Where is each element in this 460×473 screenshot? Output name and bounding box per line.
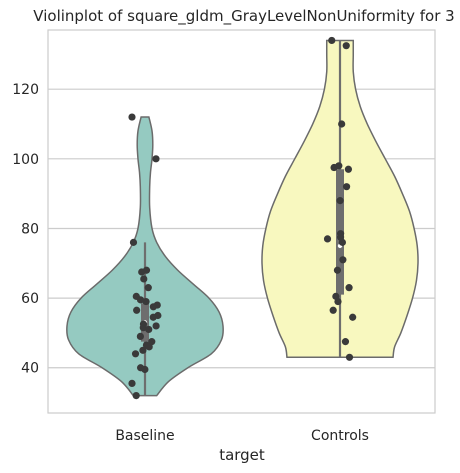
point-controls-5 — [344, 165, 353, 173]
point-baseline-5 — [140, 275, 148, 283]
y-tick-labels: 40 60 80 100 120 — [12, 82, 39, 377]
point-baseline-2 — [129, 238, 138, 246]
x-axis-label: target — [219, 446, 265, 464]
point-baseline-6 — [144, 284, 152, 292]
point-controls-6 — [342, 183, 351, 191]
strip-points — [128, 36, 357, 400]
point-controls-7 — [336, 197, 344, 205]
point-controls-0 — [328, 36, 336, 45]
point-controls-14 — [345, 284, 353, 292]
point-controls-11 — [338, 238, 347, 246]
y-tick-label-60: 60 — [21, 291, 39, 307]
point-controls-17 — [329, 306, 337, 314]
point-controls-12 — [339, 256, 347, 264]
point-baseline-14 — [149, 313, 157, 321]
y-tick-label-100: 100 — [12, 152, 39, 168]
point-controls-2 — [338, 120, 346, 128]
plot-frame — [47, 29, 436, 414]
point-baseline-9 — [142, 297, 150, 306]
point-controls-13 — [333, 266, 342, 274]
point-baseline-18 — [145, 325, 153, 334]
point-baseline-26 — [141, 365, 149, 374]
point-baseline-22 — [145, 343, 153, 351]
point-baseline-4 — [138, 268, 146, 276]
point-baseline-0 — [128, 113, 136, 121]
y-tick-label-40: 40 — [21, 361, 39, 377]
point-controls-19 — [341, 338, 350, 346]
point-baseline-11 — [149, 303, 157, 311]
point-controls-4 — [330, 163, 338, 172]
point-controls-1 — [342, 42, 350, 50]
point-baseline-23 — [139, 346, 147, 354]
point-controls-16 — [334, 297, 342, 306]
point-baseline-24 — [131, 350, 140, 358]
point-baseline-27 — [128, 379, 136, 388]
point-controls-20 — [345, 353, 354, 361]
point-controls-18 — [349, 313, 357, 321]
chart-title: Violinplot of square_gldm_GrayLevelNonUn… — [33, 7, 454, 26]
x-tick-labels: Baseline Controls — [115, 428, 369, 444]
x-tick-label-controls: Controls — [311, 428, 369, 444]
x-tick-label-baseline: Baseline — [115, 428, 174, 444]
point-baseline-19 — [136, 332, 144, 340]
point-baseline-16 — [152, 322, 160, 330]
point-baseline-28 — [132, 391, 140, 400]
y-tick-label-120: 120 — [12, 82, 39, 98]
point-controls-10 — [323, 235, 332, 243]
point-baseline-17 — [139, 324, 147, 332]
point-baseline-12 — [133, 306, 141, 314]
point-baseline-8 — [136, 296, 145, 304]
point-baseline-1 — [152, 155, 160, 163]
y-tick-label-80: 80 — [21, 221, 39, 237]
